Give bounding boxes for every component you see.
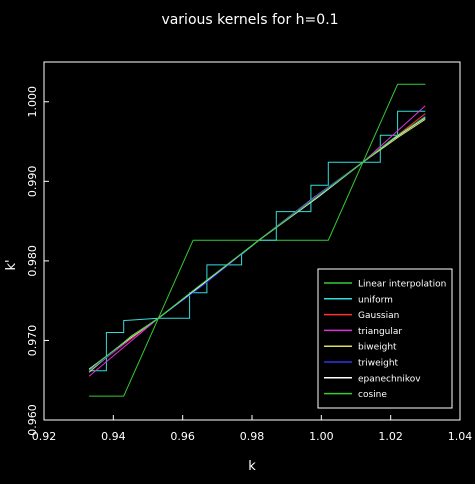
- legend: Linear interpolation uniform Gaussian trian…: [317, 268, 453, 409]
- legend-label: triweight: [358, 359, 399, 369]
- x-tick-label: 1.02: [378, 430, 403, 443]
- legend-label: cosine: [358, 390, 387, 400]
- chart-title: various kernels for h=0.1: [161, 12, 338, 28]
- legend-label: Gaussian: [358, 311, 399, 321]
- x-tick-label: 0.96: [170, 430, 195, 443]
- x-tick-label: 0.92: [32, 430, 57, 443]
- y-tick-label: 1.000: [26, 86, 39, 118]
- x-tick-label: 1.00: [309, 430, 334, 443]
- y-axis-label: k': [4, 259, 19, 270]
- legend-box: [317, 268, 453, 409]
- legend-label: epanechnikov: [358, 374, 421, 384]
- series-lines: [88, 83, 426, 397]
- x-tick-label: 0.94: [101, 430, 126, 443]
- legend-label: uniform: [358, 295, 393, 305]
- y-tick-label: 0.980: [26, 245, 39, 277]
- y-tick-label: 0.970: [26, 325, 39, 357]
- x-axis-label: k: [248, 459, 256, 474]
- legend-label: triangular: [358, 327, 402, 337]
- y-tick-label: 0.990: [26, 166, 39, 198]
- axis-ticks: 0.92 0.94 0.96 0.98 1.00 1.02 1.04 0.960 0.970 0.…: [26, 86, 472, 443]
- x-tick-label: 1.04: [448, 430, 473, 443]
- y-tick-label: 0.960: [26, 404, 39, 436]
- series-line-cosine: [88, 116, 426, 371]
- x-tick-label: 0.98: [240, 430, 265, 443]
- legend-label: biweight: [358, 343, 397, 353]
- legend-label: Linear interpolation: [358, 280, 446, 290]
